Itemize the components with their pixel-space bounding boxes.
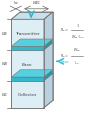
Polygon shape	[11, 70, 53, 77]
Text: $W_C$: $W_C$	[1, 91, 8, 98]
Text: $l_{ae}$: $l_{ae}$	[74, 59, 80, 66]
Polygon shape	[11, 81, 44, 108]
Polygon shape	[44, 40, 53, 51]
Polygon shape	[11, 77, 44, 81]
Text: $W_{BC}$: $W_{BC}$	[73, 46, 82, 54]
Polygon shape	[11, 13, 53, 20]
Polygon shape	[44, 43, 53, 77]
Text: Collector: Collector	[17, 92, 37, 96]
Polygon shape	[11, 40, 53, 47]
Text: Base: Base	[22, 62, 32, 66]
Text: $W_E$: $W_E$	[1, 30, 8, 37]
Text: $W_{BC}$: $W_{BC}$	[32, 0, 41, 7]
Polygon shape	[11, 51, 44, 77]
Polygon shape	[44, 13, 53, 47]
Text: 1: 1	[76, 24, 78, 28]
Text: $R_E=$: $R_E=$	[60, 27, 69, 34]
Text: $W_B$: $W_B$	[1, 60, 8, 68]
Text: $R_B=$: $R_B=$	[60, 52, 69, 60]
Text: Base: Base	[61, 60, 69, 64]
Polygon shape	[44, 70, 53, 81]
Text: $W_{BC}{\cdot}l_{ae}$: $W_{BC}{\cdot}l_{ae}$	[71, 33, 84, 40]
Polygon shape	[44, 74, 53, 108]
Polygon shape	[11, 47, 44, 51]
Text: $l_{ae}$: $l_{ae}$	[13, 0, 19, 7]
Polygon shape	[11, 20, 44, 47]
Text: Transmitter: Transmitter	[15, 32, 39, 35]
